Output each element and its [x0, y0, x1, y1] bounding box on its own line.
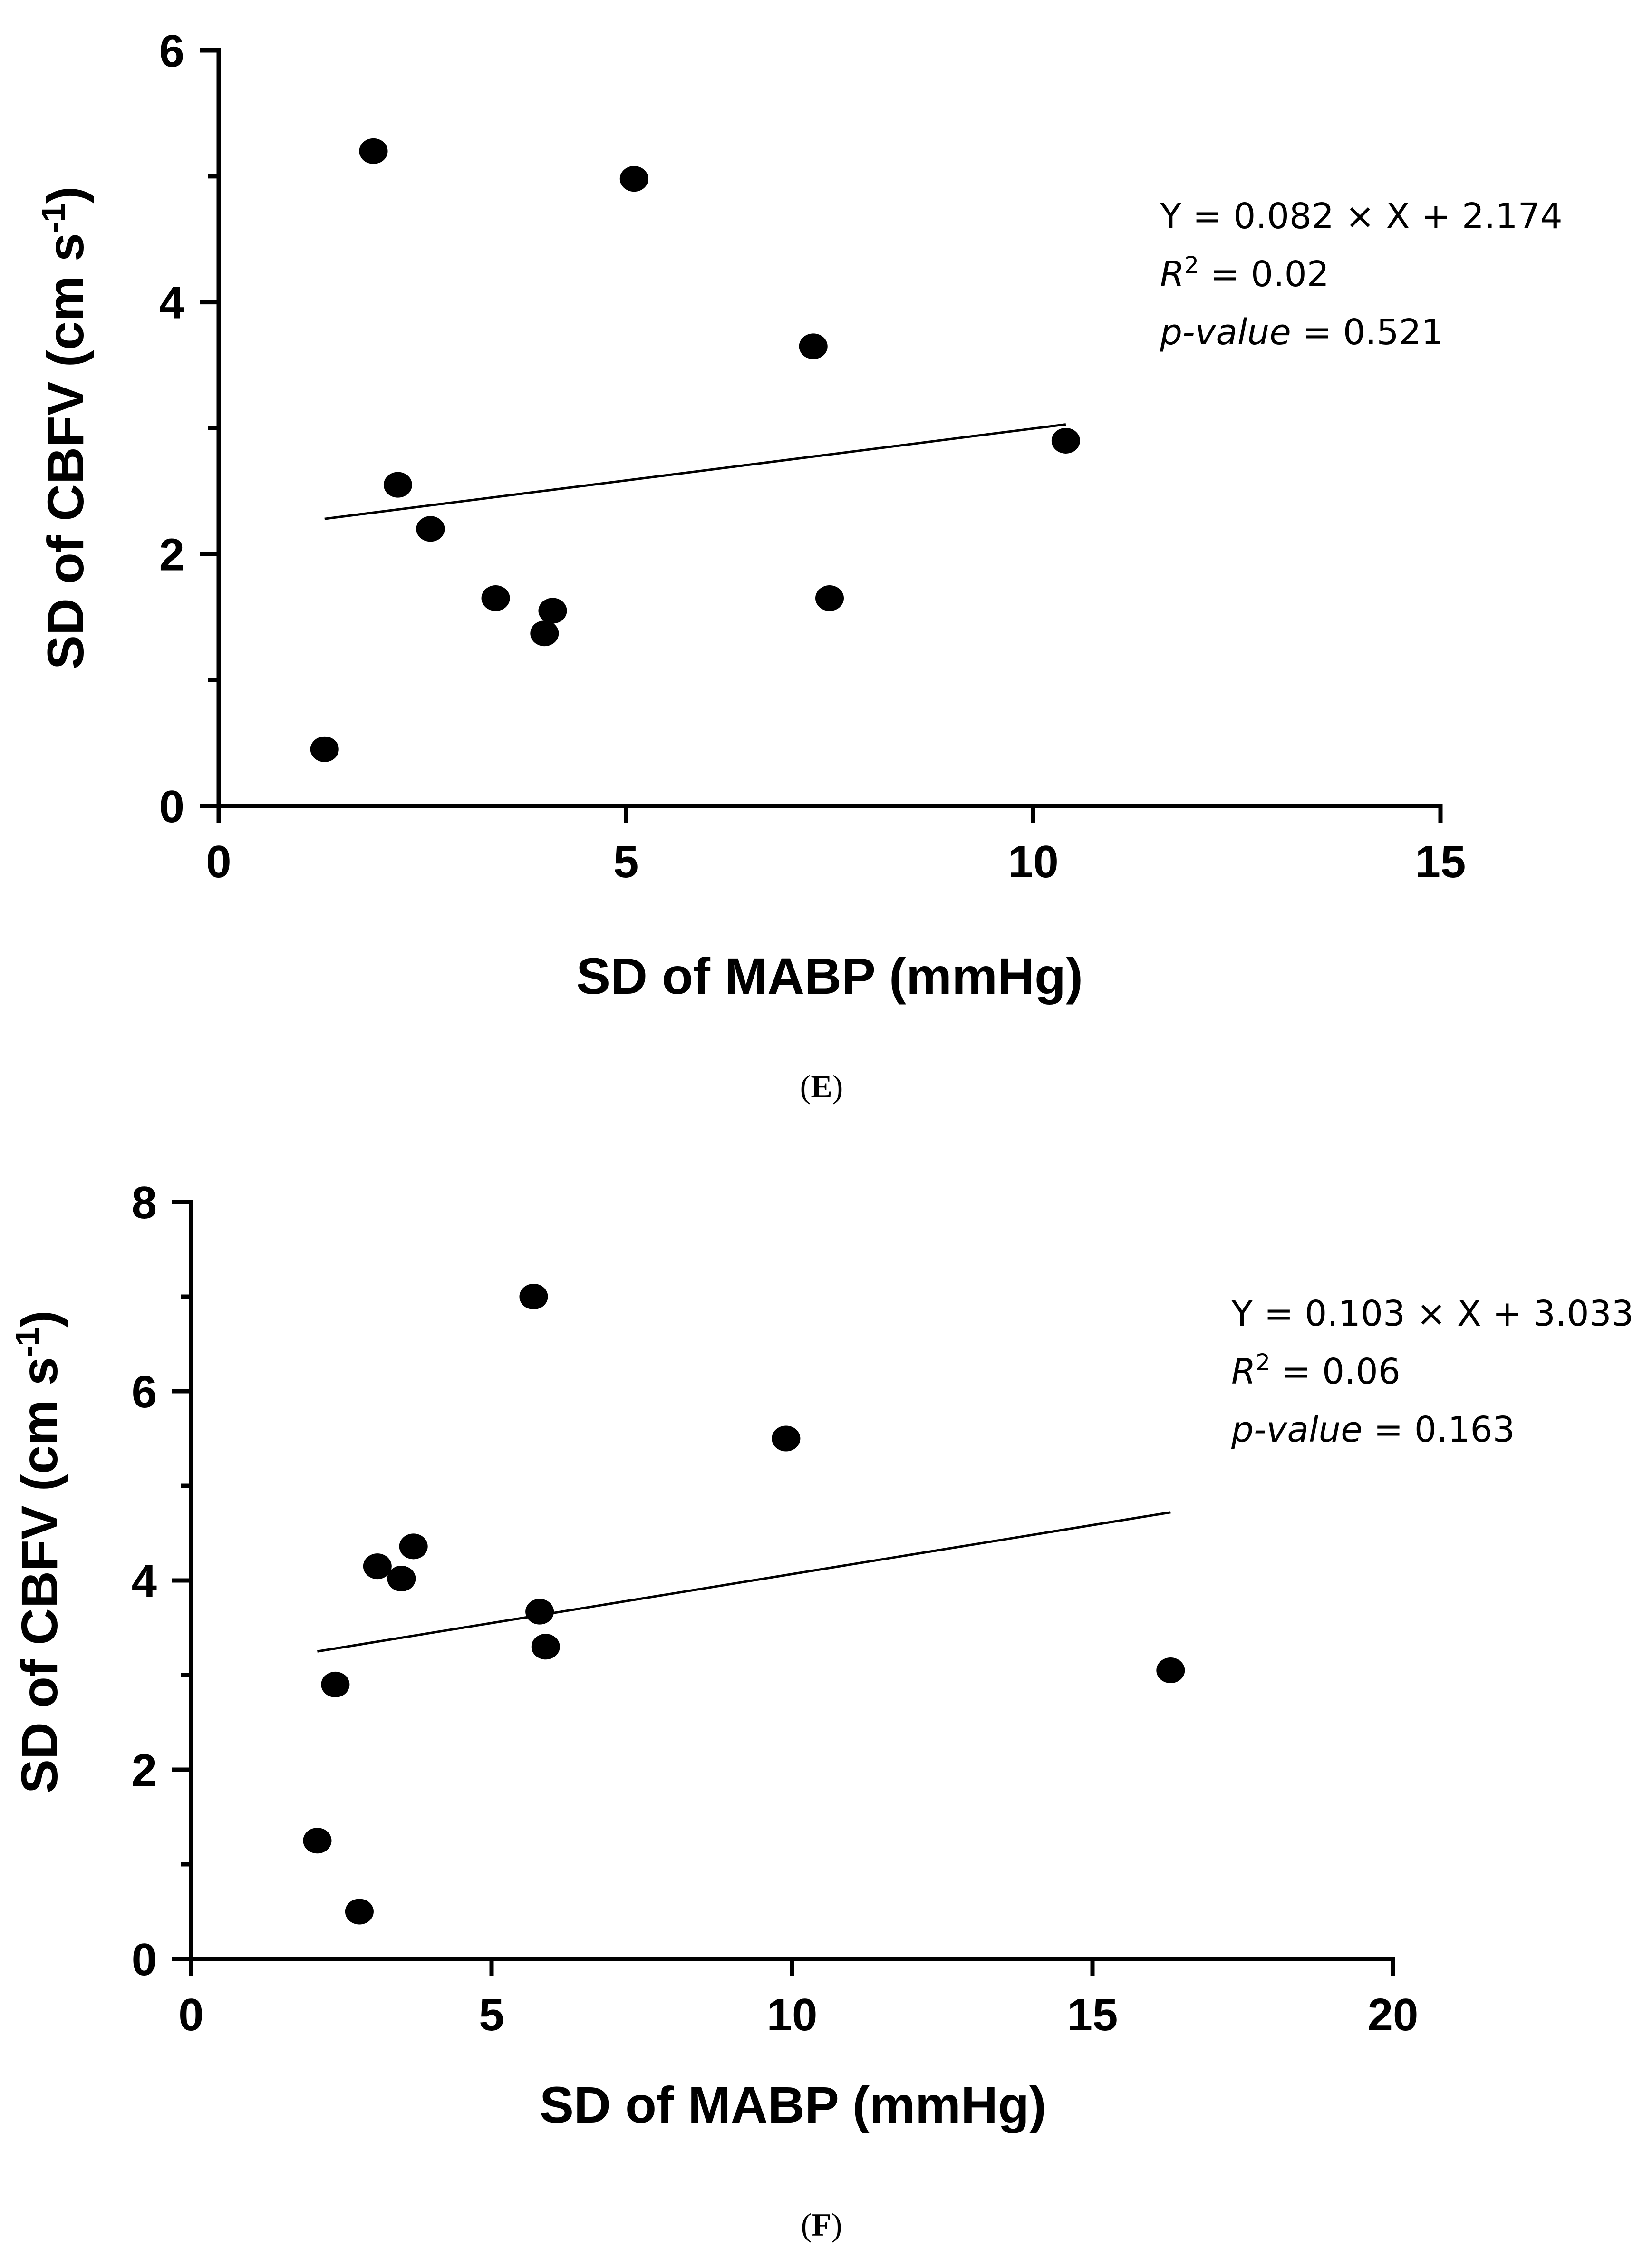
- data-point: [481, 585, 510, 611]
- data-point: [531, 1634, 560, 1660]
- panel-label-f: (F): [801, 2207, 842, 2243]
- y-tick-label: 2: [159, 529, 184, 580]
- r-squared-text: R2 = 0.06: [1231, 1349, 1401, 1392]
- p-value-text: p-value = 0.521: [1160, 312, 1444, 353]
- y-axis-label: SD of CBFV (cm s-1): [35, 186, 94, 669]
- data-point: [321, 1671, 350, 1697]
- x-tick-label: 20: [1368, 1989, 1419, 2040]
- r-squared-superscript: 2: [1256, 1349, 1270, 1376]
- data-point: [363, 1553, 392, 1580]
- y-tick-label: 4: [159, 278, 184, 329]
- regression-equation: Y = 0.082 × X + 2.174: [1160, 196, 1563, 237]
- r-squared-superscript: 2: [1184, 252, 1199, 279]
- p-value-text: p-value = 0.163: [1231, 1409, 1515, 1450]
- data-point: [538, 598, 567, 624]
- regression-equation: Y = 0.103 × X + 3.033: [1231, 1293, 1634, 1334]
- y-tick-label: 8: [132, 1177, 157, 1228]
- y-axis-label: SD of CBFV (cm s-1): [9, 1310, 68, 1793]
- data-point: [772, 1425, 801, 1452]
- r-squared-value: = 0.02: [1199, 254, 1329, 295]
- y-tick-label: 0: [132, 1934, 157, 1985]
- data-point: [1156, 1657, 1185, 1684]
- panel-label-e: (E): [800, 1068, 843, 1105]
- data-point: [310, 736, 339, 762]
- data-point: [303, 1828, 332, 1854]
- x-tick-label: 5: [613, 836, 638, 887]
- data-point: [530, 620, 559, 647]
- data-point: [519, 1284, 548, 1309]
- data-point: [815, 585, 844, 611]
- x-axis-label: SD of MABP (mmHg): [540, 2076, 1046, 2133]
- data-point: [799, 333, 828, 359]
- r-squared-label: R: [1231, 1351, 1256, 1392]
- x-tick-label: 10: [767, 1989, 818, 2040]
- p-value-number: = 0.521: [1291, 312, 1444, 353]
- x-tick-label: 10: [1008, 836, 1059, 887]
- y-tick-label: 0: [159, 781, 184, 832]
- x-tick-label: 0: [206, 836, 231, 887]
- y-tick-label: 6: [132, 1367, 157, 1417]
- data-point: [387, 1566, 416, 1592]
- r-squared-label: R: [1160, 254, 1184, 295]
- data-point: [1051, 427, 1080, 454]
- y-tick-label: 4: [132, 1556, 157, 1607]
- x-tick-label: 5: [479, 1989, 504, 2040]
- x-tick-label: 0: [178, 1989, 203, 2040]
- y-axis-label-close: ): [37, 186, 94, 204]
- p-value-label: p-value: [1231, 1409, 1363, 1450]
- data-point: [525, 1599, 554, 1625]
- y-axis-label-superscript: -1: [9, 1328, 46, 1357]
- data-point: [345, 1899, 374, 1925]
- p-value-number: = 0.163: [1363, 1409, 1515, 1450]
- data-point: [619, 166, 648, 192]
- r-squared-value: = 0.06: [1270, 1351, 1401, 1392]
- panel-e: Y = 0.082 × X + 2.174 R2 = 0.02 p-value …: [35, 26, 1563, 1105]
- x-axis-label: SD of MABP (mmHg): [576, 947, 1083, 1005]
- y-axis-label-main: SD of CBFV (cm s: [10, 1357, 68, 1793]
- x-tick-label: 15: [1067, 1989, 1118, 2040]
- data-point: [383, 472, 412, 498]
- panel-f: Y = 0.103 × X + 3.033 R2 = 0.06 p-value …: [9, 1177, 1634, 2243]
- y-tick-label: 6: [159, 26, 184, 77]
- x-tick-label: 15: [1415, 836, 1466, 887]
- data-point: [359, 138, 388, 164]
- y-axis-label-main: SD of CBFV (cm s: [37, 233, 94, 669]
- data-point: [399, 1533, 428, 1560]
- p-value-label: p-value: [1160, 312, 1291, 353]
- regression-line: [324, 423, 1066, 520]
- y-tick-label: 2: [132, 1745, 157, 1796]
- y-axis-label-superscript: -1: [35, 204, 72, 233]
- y-axis-label-close: ): [10, 1310, 68, 1328]
- r-squared-text: R2 = 0.02: [1160, 252, 1329, 295]
- data-point: [416, 516, 445, 542]
- regression-line: [317, 1511, 1171, 1653]
